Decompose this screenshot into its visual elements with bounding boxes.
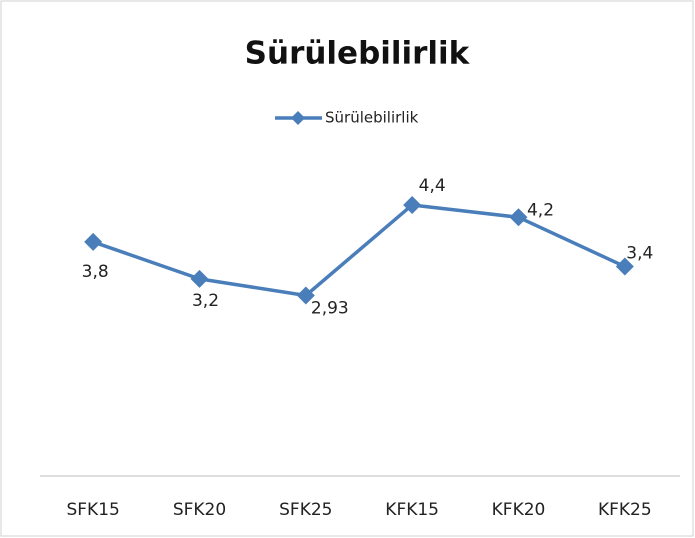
point-marker: [296, 286, 315, 305]
point-marker: [84, 232, 103, 251]
point-marker: [615, 257, 634, 276]
x-tick-label: KFK20: [492, 500, 546, 520]
data-label: 4,4: [419, 176, 446, 196]
data-label: 2,93: [311, 299, 349, 319]
x-tick-label: SFK15: [66, 500, 119, 520]
chart-title: Sürülebilirlik: [245, 36, 471, 72]
data-label: 3,2: [192, 291, 219, 311]
data-label: 3,4: [626, 244, 653, 264]
x-tick-label: SFK20: [173, 500, 226, 520]
point-marker: [403, 195, 422, 214]
point-marker: [509, 208, 528, 227]
data-label: 4,2: [527, 200, 554, 220]
series-line: [92, 203, 626, 298]
point-marker: [190, 269, 209, 288]
data-label: 3,8: [82, 262, 109, 282]
x-tick-label: KFK25: [598, 500, 652, 520]
legend-marker: [291, 111, 305, 125]
legend-label: Sürülebilirlik: [325, 109, 419, 127]
x-tick-label: KFK15: [385, 500, 439, 520]
x-tick-label: SFK25: [279, 500, 332, 520]
